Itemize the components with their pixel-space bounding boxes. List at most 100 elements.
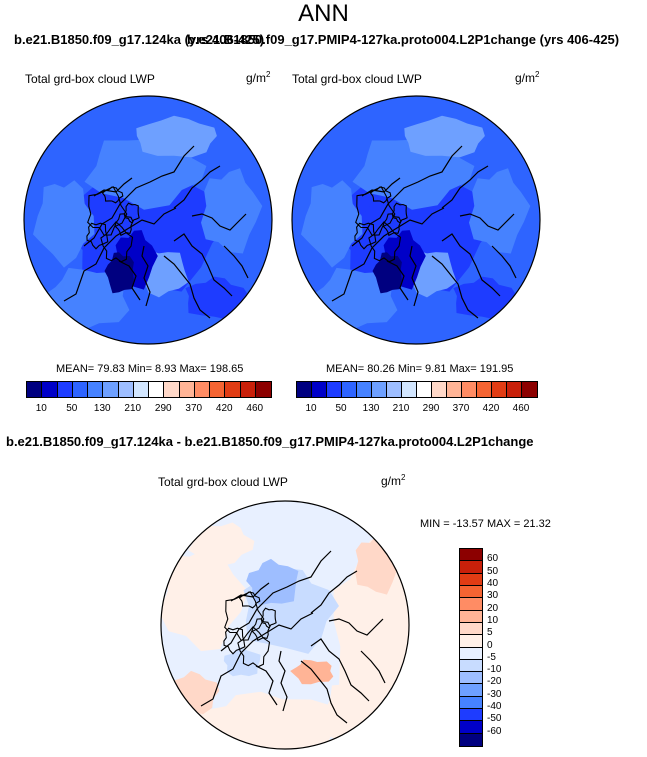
panel2-colorbar [296, 381, 538, 398]
colorbar-swatch [460, 659, 482, 673]
colorbar-tick-label: -60 [487, 725, 502, 737]
colorbar-swatch [312, 382, 327, 397]
colorbar-swatch [460, 672, 482, 685]
colorbar-swatch [164, 382, 180, 397]
colorbar-tick-label: 60 [487, 553, 499, 565]
coastline [431, 255, 479, 319]
colorbar-tick-label: 50 [335, 403, 347, 414]
colorbar-swatch [372, 382, 387, 397]
coastline [123, 202, 140, 224]
coastline [230, 582, 270, 602]
colorbar-swatch [402, 382, 417, 397]
colorbar-tick-label: 130 [93, 403, 111, 414]
panel1-variable-title: Total grd-box cloud LWP [25, 72, 155, 86]
colorbar-swatch [460, 622, 482, 636]
colorbar-swatch [118, 382, 134, 397]
main-title: ANN [298, 0, 349, 27]
colorbar-tick-label: 30 [487, 590, 499, 602]
colorbar-tick-label: 370 [185, 403, 203, 414]
contour-region [301, 180, 363, 268]
contour-region [246, 558, 299, 606]
colorbar-swatch [103, 382, 119, 397]
coastline [310, 570, 358, 614]
colorbar-swatch [417, 382, 432, 397]
colorbar-swatch [342, 382, 357, 397]
colorbar-swatch [297, 382, 312, 397]
coastline [63, 207, 177, 302]
colorbar-tick-label: 10 [487, 614, 499, 626]
colorbar-swatch [194, 382, 210, 397]
colorbar-swatch [27, 382, 43, 397]
colorbar-swatch [477, 382, 492, 397]
panel3-units: g/m2 [381, 473, 406, 488]
colorbar-swatch [460, 696, 482, 710]
colorbar-tick-label: -5 [487, 651, 496, 663]
panel2-stats: MEAN= 80.26 Min= 9.81 Max= 191.95 [326, 363, 514, 375]
coastline [93, 177, 133, 197]
colorbar-tick-label: 210 [124, 403, 142, 414]
contour-region [104, 252, 134, 294]
coastline [220, 550, 332, 652]
panel3-polar-map [160, 500, 410, 750]
panel3-stats: MIN = -13.57 MAX = 21.32 [420, 518, 551, 530]
colorbar-swatch [522, 382, 537, 397]
case-title-left: b.e21.B1850.f09_g17.124ka (yrs 406-425) [14, 32, 265, 47]
contour-region [185, 276, 249, 320]
panel1-stats: MEAN= 79.83 Min= 8.93 Max= 198.65 [56, 363, 244, 375]
coastline [224, 591, 265, 641]
coastline [391, 202, 408, 224]
contour-region [188, 522, 255, 567]
colorbar-swatch [492, 382, 507, 397]
colorbar-swatch [460, 709, 482, 722]
colorbar-swatch [462, 382, 477, 397]
colorbar-tick-label: -40 [487, 701, 502, 713]
colorbar-tick-label: 0 [487, 639, 493, 651]
colorbar-swatch [240, 382, 256, 397]
coastline [361, 177, 401, 197]
coastline [87, 186, 128, 236]
colorbar-tick-label: 10 [35, 403, 47, 414]
coastline [223, 245, 249, 279]
colorbar-swatch [57, 382, 73, 397]
colorbar-tick-label: 40 [487, 577, 499, 589]
colorbar-swatch [149, 382, 165, 397]
colorbar-tick-label: 290 [422, 403, 440, 414]
panel1-colorbar [26, 381, 272, 398]
colorbar-swatch [72, 382, 88, 397]
coastline [360, 650, 386, 684]
coastline [101, 186, 124, 204]
coastline [141, 245, 151, 307]
colorbar-swatch [460, 610, 482, 623]
panel1-units: g/m2 [246, 70, 271, 85]
colorbar-swatch [387, 382, 402, 397]
coastline [351, 145, 463, 247]
map-boundary [160, 500, 410, 750]
contour-region [136, 115, 217, 158]
colorbar-swatch [460, 684, 482, 697]
colorbar-swatch [133, 382, 149, 397]
coastline [173, 165, 221, 209]
coastline [331, 207, 445, 302]
panel1-polar-map [23, 95, 273, 345]
coastline [100, 221, 134, 263]
contour-region [404, 115, 485, 158]
case-title-right: b.e21.B1850.f09_g17.PMIP4-127ka.proto004… [187, 32, 620, 47]
coastline [163, 255, 211, 319]
colorbar-swatch [460, 733, 482, 746]
colorbar-swatch [432, 382, 447, 397]
colorbar-swatch [460, 549, 482, 562]
contour-region [201, 168, 263, 254]
contour-region [469, 168, 531, 254]
colorbar-tick-label: -10 [487, 664, 502, 676]
map-boundary [291, 95, 541, 345]
colorbar-swatch [42, 382, 58, 397]
colorbar-tick-label: 460 [246, 403, 264, 414]
colorbar-tick-label: 460 [512, 403, 530, 414]
contour-region [290, 659, 334, 685]
coastline [237, 626, 271, 668]
contour-region [453, 276, 517, 320]
colorbar-swatch [255, 382, 271, 397]
colorbar-tick-label: 290 [154, 403, 172, 414]
coastline [278, 650, 288, 712]
colorbar-swatch [88, 382, 104, 397]
